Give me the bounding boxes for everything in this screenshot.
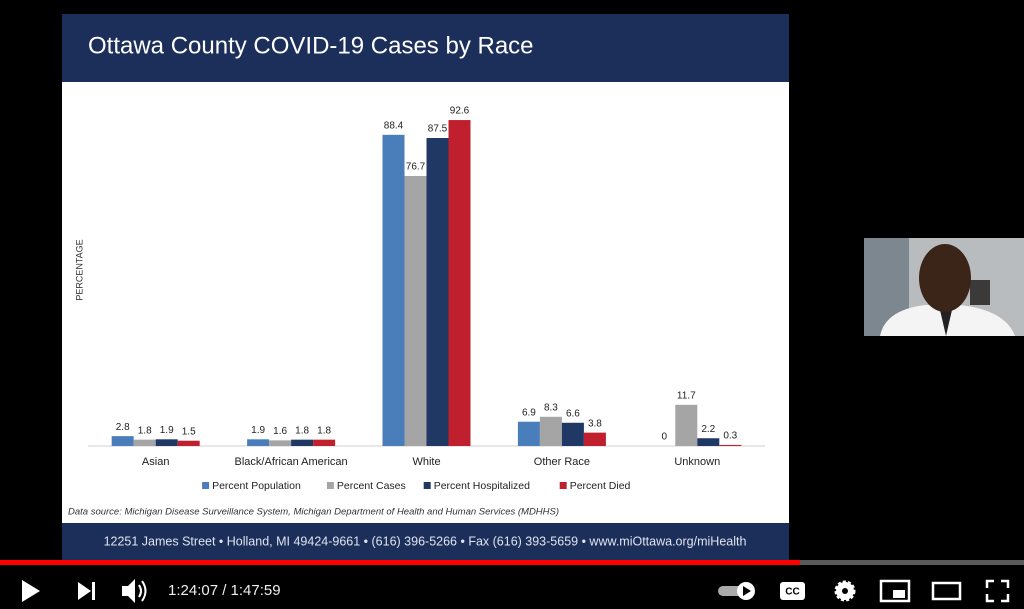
speaker-icon <box>122 579 135 603</box>
time-display: 1:24:07 / 1:47:59 <box>168 582 281 599</box>
legend-swatch <box>559 482 567 489</box>
bar <box>155 439 178 446</box>
bar <box>426 138 449 446</box>
value-label: 87.5 <box>428 124 448 135</box>
x-tick-label: Other Race <box>534 456 590 468</box>
legend-label: Percent Hospitalized <box>434 480 530 492</box>
bar <box>382 134 405 446</box>
bar <box>719 444 742 446</box>
bar <box>269 440 292 446</box>
bar <box>448 120 471 446</box>
value-label: 8.3 <box>544 402 558 413</box>
x-tick-label: Unknown <box>674 456 720 468</box>
next-icon <box>78 582 91 600</box>
bar <box>675 404 698 446</box>
value-label: 6.9 <box>522 407 536 418</box>
play-button[interactable] <box>22 580 40 602</box>
bar <box>133 439 156 446</box>
next-bar <box>92 582 95 600</box>
cc-icon: CC <box>785 587 799 598</box>
footer-text: 12251 James Street • Holland, MI 49424-9… <box>104 534 747 548</box>
miniplayer-button[interactable] <box>879 579 911 603</box>
progress-played <box>0 560 800 565</box>
value-label: 2.2 <box>701 424 715 435</box>
bar <box>247 439 270 446</box>
value-label: 1.8 <box>295 425 309 436</box>
value-label: 1.8 <box>317 425 331 436</box>
mini-frame <box>879 579 911 603</box>
cc-box <box>780 582 805 600</box>
x-tick-label: White <box>412 456 440 468</box>
value-label: 2.8 <box>116 422 130 433</box>
legend-label: Percent Died <box>570 480 631 492</box>
next-button[interactable] <box>78 582 95 600</box>
bar <box>561 422 584 446</box>
webcam-frame-decor <box>970 280 990 305</box>
theater-button[interactable] <box>931 581 962 601</box>
toggle-play <box>743 586 751 596</box>
bar <box>177 440 200 446</box>
mini-inner <box>893 590 905 598</box>
bar <box>111 436 134 446</box>
webcam <box>864 238 1024 336</box>
y-axis-label: PERCENTAGE <box>74 239 84 300</box>
legend-label: Percent Population <box>212 480 301 492</box>
footer-bar <box>62 523 789 560</box>
value-label: 88.4 <box>384 120 404 131</box>
value-label: 1.9 <box>251 425 265 436</box>
captions-button[interactable]: CC <box>780 582 805 600</box>
value-label: 6.6 <box>566 408 580 419</box>
legend-swatch <box>326 482 334 489</box>
data-source: Data source: Michigan Disease Surveillan… <box>68 507 559 518</box>
title-bar <box>62 14 789 82</box>
chart-title: Ottawa County COVID-19 Cases by Race <box>88 32 534 59</box>
bar <box>539 416 562 446</box>
volume-button[interactable] <box>122 579 147 603</box>
bar <box>697 438 720 446</box>
value-label: 3.8 <box>588 418 602 429</box>
webcam-head <box>919 244 971 312</box>
volume-waves <box>138 580 147 602</box>
settings-button[interactable] <box>834 580 856 602</box>
value-label: 76.7 <box>406 162 426 173</box>
bar <box>517 421 540 446</box>
legend-label: Percent Cases <box>337 480 406 492</box>
value-label: 92.6 <box>450 106 470 117</box>
value-label: 1.9 <box>160 425 174 436</box>
legend-swatch <box>202 482 210 489</box>
legend-swatch <box>423 482 431 489</box>
bar <box>583 432 606 446</box>
gear-hole <box>842 588 848 594</box>
value-label: 0 <box>662 432 668 443</box>
value-label: 1.6 <box>273 426 287 437</box>
value-label: 11.7 <box>677 390 696 401</box>
value-label: 1.5 <box>182 426 196 437</box>
value-label: 1.8 <box>138 425 152 436</box>
bar <box>291 439 314 446</box>
webcam-tie <box>940 310 952 336</box>
bar <box>313 439 336 446</box>
autoplay-toggle[interactable] <box>718 582 755 600</box>
value-label: 0.3 <box>723 431 737 442</box>
x-tick-label: Asian <box>142 456 170 468</box>
fullscreen-button[interactable] <box>985 579 1010 603</box>
bar <box>404 176 427 447</box>
x-tick-label: Black/African American <box>235 456 348 468</box>
